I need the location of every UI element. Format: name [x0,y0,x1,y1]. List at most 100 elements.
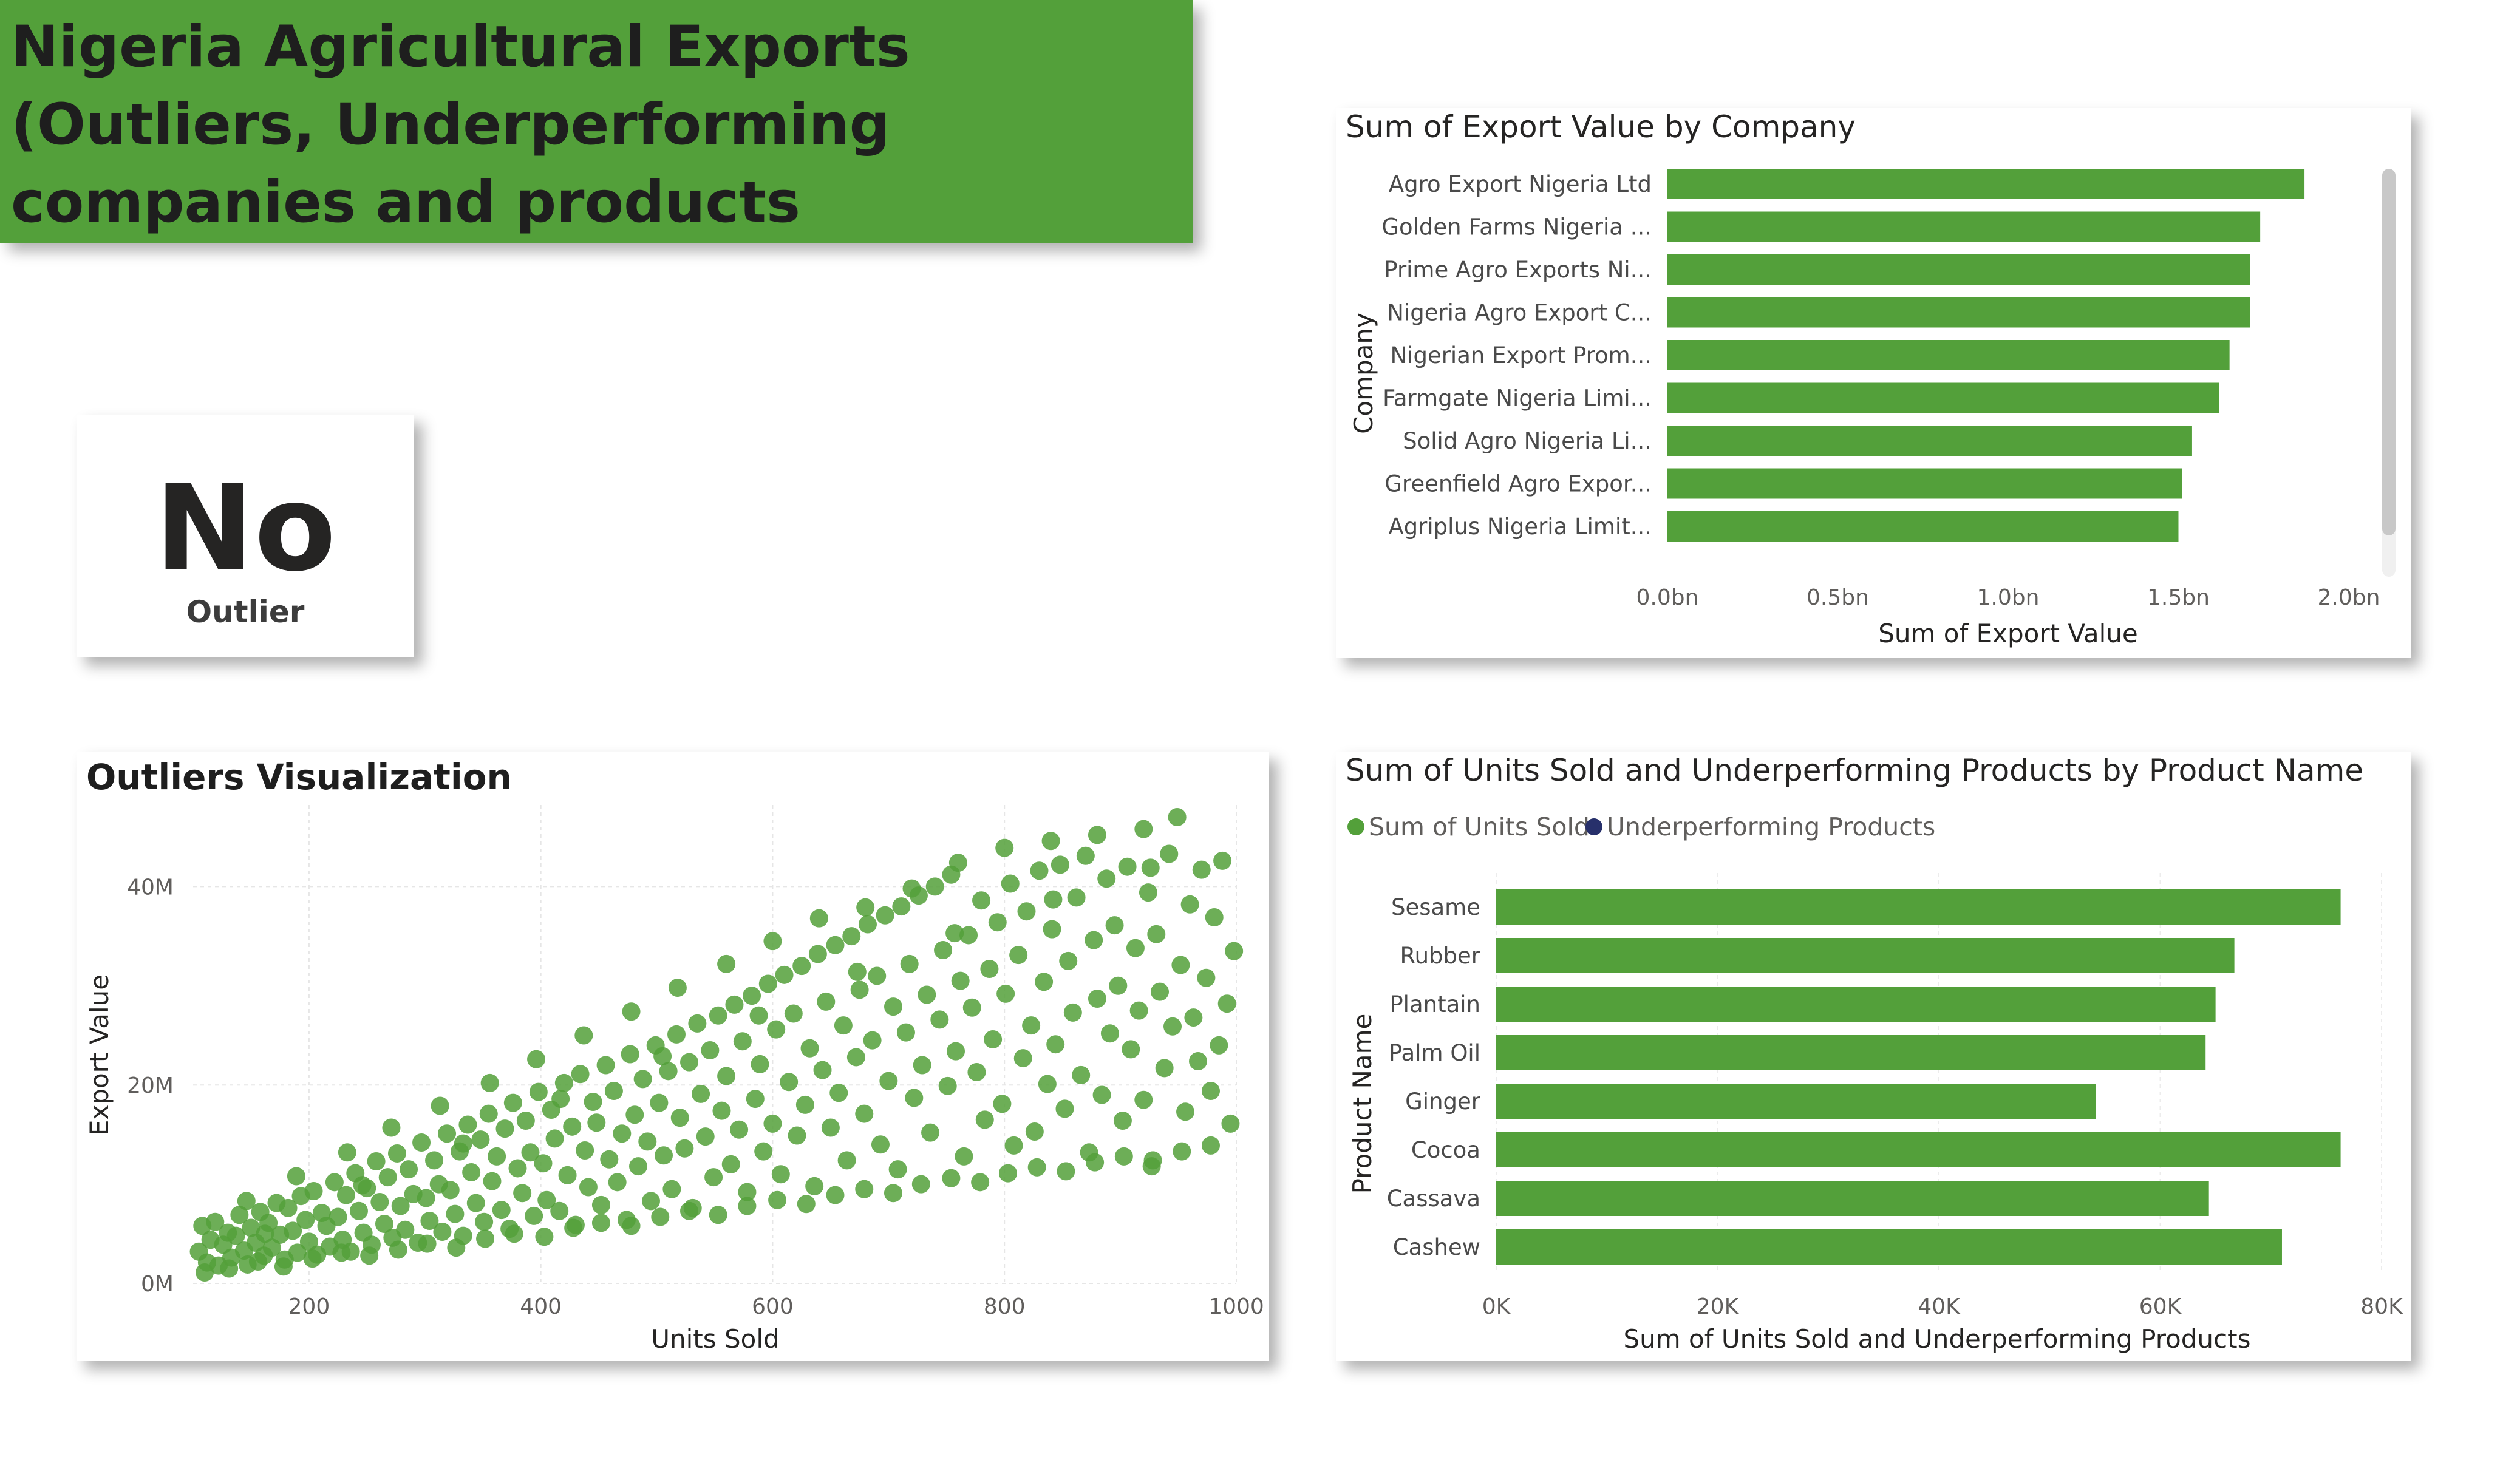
bar[interactable] [1667,468,2182,499]
scatter-point[interactable] [746,1090,765,1109]
scatter-point[interactable] [1001,874,1020,893]
scatter-point[interactable] [505,1224,523,1243]
scatter-point[interactable] [751,1055,769,1073]
scatter-point[interactable] [945,924,964,943]
bar[interactable] [1496,1181,2209,1216]
scatter-point[interactable] [905,1089,924,1107]
scatter-point[interactable] [837,1151,856,1170]
bar[interactable] [1667,297,2250,328]
scatter-point[interactable] [296,1211,315,1229]
company-export-chart-card[interactable]: Sum of Export Value by Company Agro Expo… [1336,108,2411,658]
scatter-point[interactable] [1173,1142,1191,1161]
scatter-point[interactable] [884,1184,902,1203]
scatter-point[interactable] [884,997,902,1016]
scatter-point[interactable] [196,1263,214,1282]
scatter-point[interactable] [242,1218,261,1237]
scatter-point[interactable] [367,1152,386,1171]
scatter-point[interactable] [1088,826,1106,844]
scatter-point[interactable] [1086,1153,1105,1172]
scatter-point[interactable] [817,992,836,1011]
scatter-point[interactable] [951,971,970,990]
scatter-point[interactable] [1067,888,1086,907]
scatter-point[interactable] [1210,1036,1228,1055]
scatter-point[interactable] [821,1118,840,1137]
scatter-point[interactable] [701,1041,720,1059]
scatter-point[interactable] [304,1182,323,1201]
scatter-point[interactable] [353,1176,372,1195]
scatter-point[interactable] [934,940,953,959]
scatter-point[interactable] [1072,1065,1091,1084]
bar[interactable] [1667,426,2192,456]
scatter-point[interactable] [650,1093,669,1112]
outliers-scatter-card[interactable]: Outliers Visualization 200 400 600 800 1000 0… [77,752,1269,1361]
scatter-point[interactable] [622,1217,641,1235]
scatter-point[interactable] [558,1166,577,1184]
scatter-point[interactable] [1051,855,1069,874]
bar[interactable] [1496,1229,2282,1265]
scatter-point[interactable] [360,1246,379,1265]
legend-item-underperforming[interactable]: Underperforming Products [1607,812,1935,841]
bar[interactable] [1667,511,2179,542]
scatter-point[interactable] [206,1212,225,1231]
scatter-point[interactable] [248,1252,267,1271]
scatter-point[interactable] [513,1184,532,1203]
scatter-point[interactable] [492,1201,511,1220]
scatter-point[interactable] [775,965,794,984]
scatter-point[interactable] [800,1039,819,1058]
scatter-point[interactable] [642,1192,661,1211]
scatter-point[interactable] [447,1238,466,1257]
scatter-point[interactable] [1202,1081,1221,1100]
scatter-point[interactable] [587,1113,606,1132]
scatter-point[interactable] [1147,925,1166,943]
scatter-point[interactable] [668,979,687,997]
scatter-point[interactable] [1221,1114,1240,1133]
scatter-point[interactable] [454,1134,472,1153]
scatter-point[interactable] [792,957,811,976]
scatter-point[interactable] [1085,931,1103,949]
scatter-point[interactable] [1160,844,1179,863]
scatter-point[interactable] [1197,968,1216,987]
scatter-point[interactable] [1122,1040,1140,1059]
scatter-point[interactable] [896,1023,915,1042]
scatter-point[interactable] [680,1201,699,1220]
scatter-point[interactable] [767,1020,786,1039]
scatter-point[interactable] [579,1178,598,1197]
scatter-point[interactable] [527,1050,546,1068]
scatter-point[interactable] [892,897,911,916]
scatter-point[interactable] [1176,1102,1195,1121]
scatter-point[interactable] [508,1159,527,1178]
scatter-point[interactable] [349,1201,368,1220]
scatter-point[interactable] [433,1223,452,1241]
scatter-point[interactable] [868,966,887,985]
scatter-point[interactable] [913,1056,931,1075]
scatter-point[interactable] [633,1070,652,1089]
scatter-point[interactable] [1046,1035,1065,1054]
scatter-point[interactable] [554,1073,573,1092]
scatter-point[interactable] [303,1249,322,1268]
outlier-kpi-card[interactable]: No Outlier [77,415,414,657]
scatter-point[interactable] [863,1031,882,1050]
scatter-point[interactable] [855,1104,874,1123]
scatter-point[interactable] [471,1130,490,1149]
scatter-point[interactable] [332,1243,351,1262]
scatter-point[interactable] [420,1212,439,1231]
scatter-point[interactable] [596,1056,615,1075]
scatter-point[interactable] [574,1026,593,1045]
scatter-point[interactable] [834,1016,853,1035]
scatter-point[interactable] [535,1228,554,1246]
scatter-point[interactable] [529,1082,548,1101]
scatter-point[interactable] [1155,1059,1174,1078]
bar[interactable] [1667,254,2250,285]
scatter-point[interactable] [545,1129,564,1148]
scatter-point[interactable] [325,1173,344,1192]
scatter-point[interactable] [1088,990,1106,1008]
scatter-point[interactable] [475,1212,494,1231]
scatter-point[interactable] [962,998,981,1017]
scatter-point[interactable] [495,1119,514,1138]
scatter-point[interactable] [1202,1136,1221,1155]
bar[interactable] [1667,169,2305,199]
scatter-point[interactable] [1141,858,1160,877]
scatter-point[interactable] [1189,1051,1208,1070]
scatter-point[interactable] [220,1259,239,1278]
scatter-point[interactable] [768,1190,787,1209]
